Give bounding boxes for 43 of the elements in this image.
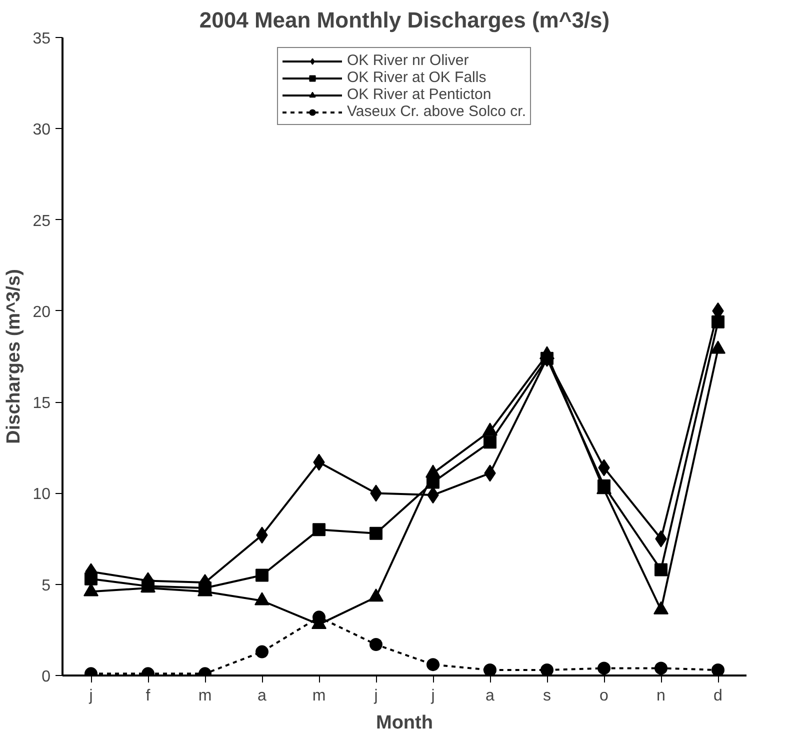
point [484,664,496,676]
x-tick-label: a [486,688,495,704]
x-tick-label: m [312,688,326,704]
x-tick-label: m [198,688,212,704]
point [370,638,382,651]
y-axis-title: Discharges (m^3/s) [4,269,25,444]
y-tick-label: 0 [42,668,51,686]
x-tick-label: j [88,688,93,704]
legend-label: OK River at Penticton [347,86,492,103]
point [654,662,668,675]
point [370,526,382,540]
x-tick-label: o [600,688,609,704]
point [540,664,554,676]
y-tick-label: 35 [32,30,51,48]
x-tick-label: j [373,688,378,704]
point [712,315,724,328]
point [426,658,440,672]
point [256,645,268,658]
point [312,523,326,536]
legend-label: OK River nr Oliver [347,52,469,69]
x-tick-label: s [543,688,551,704]
x-axis-title: Month [376,712,433,734]
legend-label: OK River at OK Falls [347,69,486,86]
y-tick-label: 10 [32,486,51,504]
y-tick-label: 25 [32,212,51,230]
chart-title: 2004 Mean Monthly Discharges (m^3/s) [199,8,610,32]
x-tick-label: j [430,688,435,704]
x-tick-label: a [258,688,267,704]
legend-label: Vaseux Cr. above Solco cr. [347,103,526,120]
y-tick-label: 30 [32,122,51,139]
x-tick-label: d [714,688,722,704]
point [256,568,268,582]
x-tick-label: n [656,688,666,704]
x-tick-label: f [146,688,151,704]
point [654,563,668,576]
point [84,572,98,586]
y-tick-label: 20 [32,304,51,321]
point [598,662,610,675]
point [484,436,496,449]
y-tick-label: 5 [42,577,51,594]
y-tick-label: 15 [32,395,51,412]
point [312,610,326,624]
point [712,664,724,676]
